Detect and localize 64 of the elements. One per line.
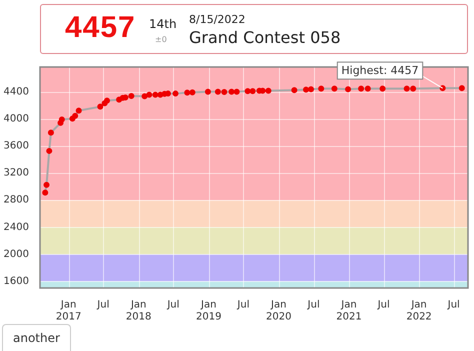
point bbox=[204, 88, 211, 95]
x-tick-label: Jan 2019 bbox=[196, 300, 222, 323]
y-tick-label: 2000 bbox=[4, 248, 29, 260]
y-tick-label: 2800 bbox=[4, 194, 29, 206]
x-tick-label: Jan 2020 bbox=[266, 300, 292, 323]
point bbox=[184, 90, 190, 96]
y-tick-label: 4400 bbox=[4, 86, 29, 98]
x-tick-label: Jul bbox=[306, 300, 320, 311]
point bbox=[46, 148, 52, 154]
point bbox=[250, 88, 256, 94]
text: Grand Contest 058 bbox=[189, 28, 341, 47]
text: 8/15/2022 bbox=[189, 13, 246, 26]
point bbox=[76, 108, 82, 114]
x-tick-label: Jan 2018 bbox=[126, 300, 152, 323]
point bbox=[364, 86, 371, 92]
point bbox=[380, 86, 386, 92]
point bbox=[214, 88, 221, 95]
point bbox=[318, 86, 324, 92]
point bbox=[48, 130, 54, 136]
point bbox=[458, 85, 465, 92]
point bbox=[331, 86, 338, 92]
x-tick-label: Jan 2021 bbox=[336, 300, 362, 323]
point bbox=[228, 88, 235, 95]
point bbox=[244, 88, 251, 94]
point bbox=[410, 86, 416, 92]
x-tick-label: Jan 2022 bbox=[406, 300, 432, 323]
point bbox=[291, 87, 298, 94]
y-tick-label: 2400 bbox=[4, 222, 29, 233]
point bbox=[358, 86, 364, 92]
point bbox=[404, 86, 410, 92]
x-tick-label: Jul bbox=[166, 300, 180, 311]
text: ±0 bbox=[155, 35, 167, 44]
point bbox=[97, 104, 104, 110]
point bbox=[128, 92, 134, 99]
point bbox=[265, 88, 272, 94]
text: 14th bbox=[149, 17, 177, 31]
point bbox=[44, 182, 50, 188]
point bbox=[308, 86, 314, 92]
point bbox=[157, 92, 164, 98]
point bbox=[189, 89, 196, 96]
x-tick-label: Jan 2017 bbox=[56, 300, 82, 323]
x-tick-label: Jul bbox=[446, 300, 460, 311]
text: another bbox=[2, 324, 71, 351]
y-tick-label: 3200 bbox=[4, 168, 29, 179]
x-tick-label: Jul bbox=[236, 300, 250, 311]
y-tick-label: 3600 bbox=[4, 140, 29, 152]
point bbox=[42, 190, 48, 196]
point bbox=[172, 90, 178, 97]
text: 4457 bbox=[65, 11, 136, 45]
x-tick-label: Jul bbox=[376, 300, 390, 311]
y-tick-label: 1600 bbox=[4, 276, 29, 287]
point bbox=[221, 89, 228, 96]
point bbox=[146, 92, 152, 98]
point bbox=[303, 86, 310, 93]
point bbox=[152, 92, 158, 98]
point bbox=[58, 116, 65, 123]
point bbox=[142, 93, 148, 100]
y-tick-label: 4000 bbox=[4, 114, 29, 125]
x-tick-label: Jul bbox=[96, 300, 110, 311]
point bbox=[234, 88, 240, 95]
point bbox=[72, 112, 78, 119]
point bbox=[345, 86, 352, 92]
annotation: Highest: 4457 bbox=[341, 64, 419, 78]
point bbox=[104, 98, 110, 104]
